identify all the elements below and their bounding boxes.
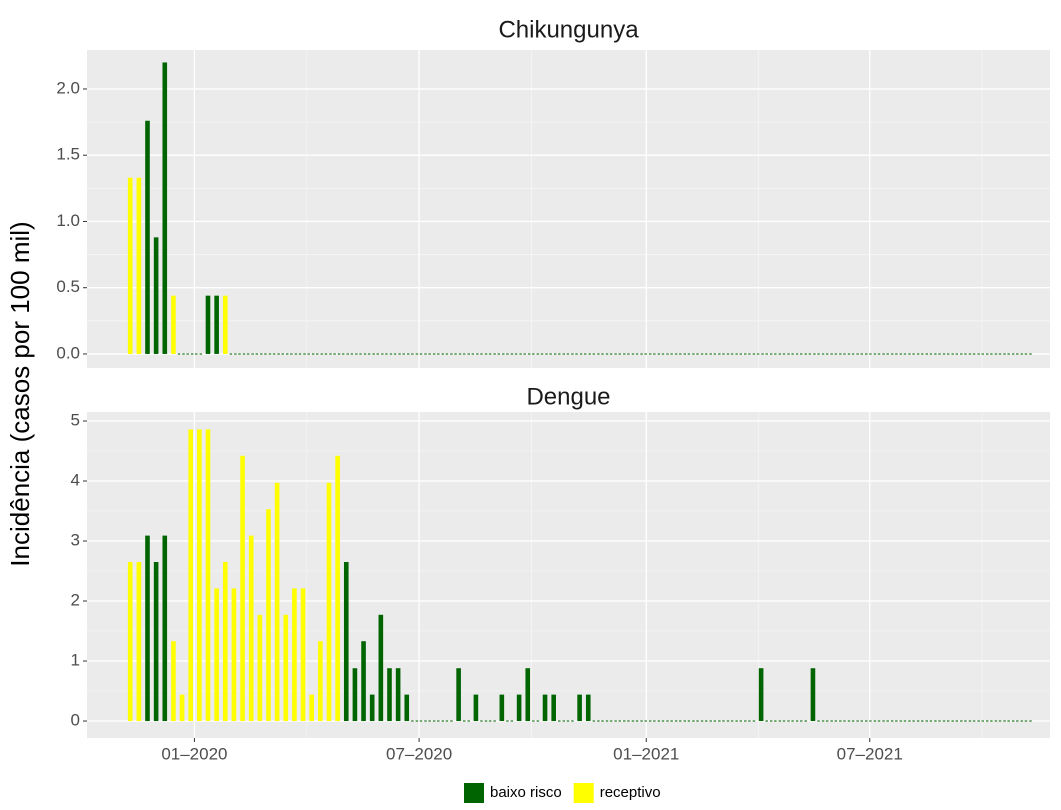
x-tick-label: 01–2021: [613, 744, 679, 763]
y-tick-label: 2.0: [56, 78, 80, 97]
bar: [387, 668, 392, 722]
bar: [127, 177, 133, 354]
bar: [758, 668, 764, 722]
bar: [300, 588, 306, 722]
y-axis-label: Incidência (casos por 100 mil): [5, 221, 35, 566]
bar: [585, 694, 591, 722]
bar: [257, 614, 263, 722]
bar: [499, 694, 505, 722]
bar: [274, 482, 280, 722]
x-tick-label: 07–2020: [386, 744, 452, 763]
bar: [240, 455, 245, 722]
y-tick-label: 1.5: [56, 145, 80, 164]
bar: [162, 535, 168, 722]
bar: [810, 668, 816, 722]
bar: [171, 295, 176, 354]
y-tick-label: 1.0: [56, 211, 80, 230]
bar: [145, 120, 150, 354]
y-tick-label: 0.0: [56, 343, 80, 362]
bar: [136, 177, 142, 354]
bar: [456, 668, 461, 722]
bar: [473, 694, 479, 722]
bar: [153, 562, 159, 722]
y-tick-label: 4: [71, 470, 80, 489]
bar: [551, 694, 556, 722]
bar: [222, 562, 228, 722]
y-tick-label: 0: [71, 711, 80, 730]
bar: [205, 295, 211, 354]
panel-background: [87, 50, 1050, 368]
bar: [214, 295, 219, 354]
y-tick-label: 3: [71, 530, 80, 549]
bar: [525, 668, 531, 722]
bar: [577, 694, 582, 722]
bar: [318, 641, 323, 722]
facet-title: Chikungunya: [498, 16, 639, 43]
bar: [188, 429, 194, 722]
x-tick-label: 01–2020: [161, 744, 227, 763]
bar: [309, 694, 314, 722]
bar: [136, 562, 142, 722]
y-tick-label: 5: [71, 410, 80, 429]
bar: [343, 562, 349, 722]
bar: [222, 295, 228, 354]
bar: [266, 509, 271, 722]
facet-title: Dengue: [526, 383, 610, 410]
x-tick-label: 07–2021: [837, 744, 903, 763]
legend-swatch: [464, 783, 484, 803]
bar: [153, 237, 159, 354]
bar: [335, 455, 340, 722]
bar: [231, 588, 237, 722]
bar: [179, 694, 185, 722]
bar: [214, 588, 219, 722]
y-tick-label: 0.5: [56, 277, 80, 296]
bar: [352, 668, 358, 722]
bar: [404, 694, 410, 722]
y-tick-label: 1: [71, 650, 80, 669]
y-tick-label: 2: [71, 590, 80, 609]
bar: [197, 429, 202, 722]
legend-label: receptivo: [600, 784, 661, 801]
legend-swatch: [573, 783, 594, 803]
bar: [395, 668, 401, 722]
bar: [378, 614, 384, 722]
bar: [145, 535, 150, 722]
bar: [162, 62, 168, 354]
bar: [361, 641, 366, 722]
bar: [516, 694, 522, 722]
bar: [326, 482, 332, 722]
bar: [171, 641, 176, 722]
bar: [542, 694, 548, 722]
bar: [283, 614, 289, 722]
legend-label: baixo risco: [490, 784, 562, 801]
bar: [369, 694, 375, 722]
bar: [205, 429, 211, 722]
bar: [292, 588, 297, 722]
bar: [127, 562, 133, 722]
bar: [248, 535, 254, 722]
panel-background: [87, 412, 1050, 738]
